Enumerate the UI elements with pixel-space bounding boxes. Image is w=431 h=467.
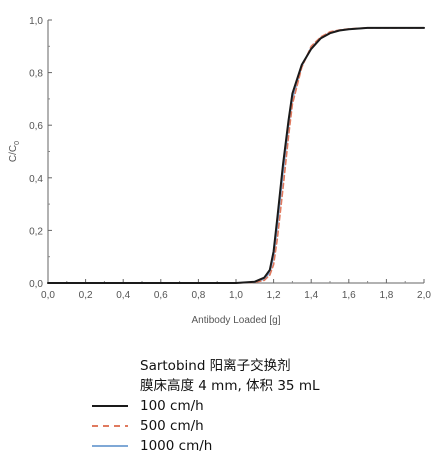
legend-label-1000: 1000 cm/h [140, 438, 213, 454]
x-tick-label: 0,6 [154, 290, 168, 301]
legend-item-1000: 1000 cm/h [92, 436, 422, 456]
legend: Sartobind 阳离子交换剂 膜床高度 4 mm, 体积 35 mL 100… [92, 356, 422, 456]
y-tick-label: 0,2 [29, 226, 43, 237]
x-tick-label: 0,0 [41, 290, 55, 301]
x-tick-label: 2,0 [417, 290, 431, 301]
y-tick-label: 0,4 [29, 174, 43, 185]
legend-swatch-500 [92, 425, 128, 427]
legend-label-500: 500 cm/h [140, 418, 204, 434]
legend-item-100: 100 cm/h [92, 396, 422, 416]
legend-title-line-2: 膜床高度 4 mm, 体积 35 mL [140, 378, 320, 394]
x-tick-label: 1,0 [229, 290, 243, 301]
x-tick-label: 1,4 [304, 290, 318, 301]
svg-text:C/C0: C/C0 [8, 141, 21, 162]
series-line-100-cm-h [47, 26, 425, 284]
y-tick-label: 1,0 [29, 16, 43, 27]
chart-plot-area: 0,0 0,2 0,4 0,6 0,8 1,0 1,2 1,4 1,6 1,8 2,0 0,0 0,2 0… [8, 16, 431, 326]
legend-swatch-1000 [92, 445, 128, 447]
x-axis-label: Antibody Loaded [g] [192, 315, 281, 326]
x-tick-label: 1,8 [379, 290, 393, 301]
y-axis-label-main: C/C [8, 145, 19, 162]
y-tick-label: 0,8 [29, 69, 43, 80]
x-tick-label: 0,4 [116, 290, 130, 301]
legend-title-line-1: Sartobind 阳离子交换剂 [140, 358, 291, 374]
x-tick-label: 1,2 [267, 290, 281, 301]
y-axis-label-subscript: 0 [14, 141, 21, 145]
x-tick-label: 0,8 [191, 290, 205, 301]
legend-item-500: 500 cm/h [92, 416, 422, 436]
y-axis-label: C/C0 [8, 141, 21, 162]
y-tick-label: 0,6 [29, 121, 43, 132]
series-line-1000-cm-h [47, 27, 425, 284]
legend-label-100: 100 cm/h [140, 398, 204, 414]
x-tick-label: 1,6 [342, 290, 356, 301]
y-tick-label: 0,0 [29, 279, 43, 290]
legend-swatch-100 [92, 405, 128, 407]
series-line-500-cm-h [47, 27, 425, 284]
x-tick-label: 0,2 [79, 290, 93, 301]
